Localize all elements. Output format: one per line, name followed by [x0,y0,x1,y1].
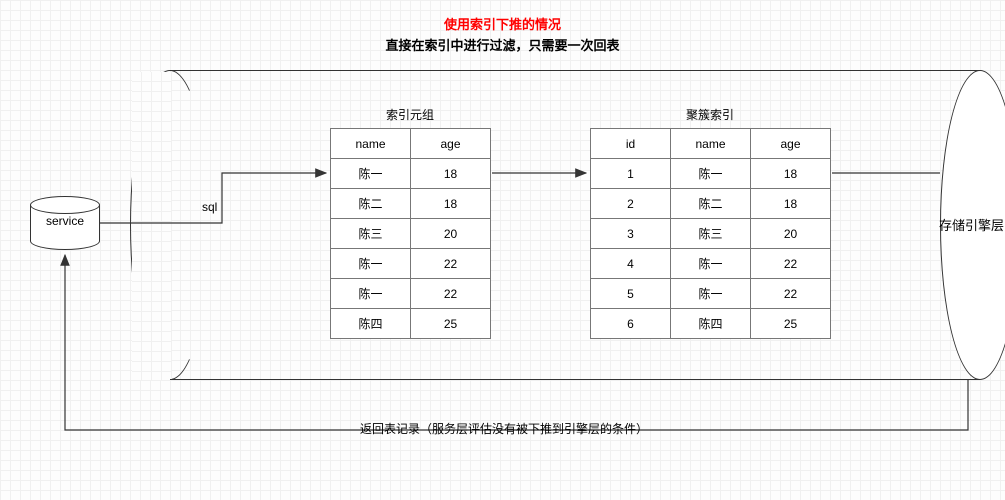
table-cell: 陈四 [671,309,751,339]
table-cell: 22 [411,249,491,279]
table-cell: 18 [411,189,491,219]
table-cell: 18 [751,159,831,189]
title-main: 使用索引下推的情况 [0,14,1005,33]
table-cell: 18 [411,159,491,189]
table-row: 陈一18 [331,159,491,189]
table-row: 4陈一22 [591,249,831,279]
service-label: service [30,214,100,228]
storage-label: 存储引擎层 [939,215,1004,234]
table-cell: 25 [411,309,491,339]
table-cell: 陈二 [331,189,411,219]
service-top-ellipse [30,196,100,214]
title-sub: 直接在索引中进行过滤，只需要一次回表 [0,35,1005,54]
table-cell: 陈二 [671,189,751,219]
index-table: nameage陈一18陈二18陈三20陈一22陈一22陈四25 [330,128,491,339]
table-cell: 20 [751,219,831,249]
service-node: service [30,196,100,250]
table-header-cell: name [671,129,751,159]
arrow-return-label: 返回表记录（服务层评估没有被下推到引擎层的条件） [360,420,648,437]
table-cell: 陈一 [331,159,411,189]
table-row: 陈二18 [331,189,491,219]
table-cell: 1 [591,159,671,189]
table-cell: 2 [591,189,671,219]
cluster-table-caption: 聚簇索引 [590,106,830,123]
table-header-cell: name [331,129,411,159]
table-cell: 陈一 [671,279,751,309]
table-row: 2陈二18 [591,189,831,219]
cluster-table: idnameage1陈一182陈二183陈三204陈一225陈一226陈四25 [590,128,831,339]
storage-cylinder: 存储引擎层 [170,70,980,380]
table-cell: 陈四 [331,309,411,339]
table-row: 陈一22 [331,249,491,279]
storage-top-line [170,70,980,71]
table-cell: 4 [591,249,671,279]
index-table-caption: 索引元组 [330,106,490,123]
table-row: 5陈一22 [591,279,831,309]
table-cell: 22 [411,279,491,309]
table-row: 1陈一18 [591,159,831,189]
table-cell: 陈一 [331,249,411,279]
table-cell: 22 [751,279,831,309]
table-cell: 25 [751,309,831,339]
table-cell: 陈三 [671,219,751,249]
table-cell: 22 [751,249,831,279]
table-header-cell: id [591,129,671,159]
table-row: 陈一22 [331,279,491,309]
table-cell: 6 [591,309,671,339]
table-cell: 陈一 [331,279,411,309]
storage-left-cap [130,70,210,380]
table-cell: 陈一 [671,249,751,279]
table-cell: 20 [411,219,491,249]
table-cell: 18 [751,189,831,219]
table-header-cell: age [751,129,831,159]
table-row: 6陈四25 [591,309,831,339]
table-cell: 3 [591,219,671,249]
table-cell: 陈一 [671,159,751,189]
title-block: 使用索引下推的情况 直接在索引中进行过滤，只需要一次回表 [0,14,1005,54]
table-cell: 5 [591,279,671,309]
table-row: 陈三20 [331,219,491,249]
table-header-cell: age [411,129,491,159]
table-cell: 陈三 [331,219,411,249]
table-row: 陈四25 [331,309,491,339]
arrow-sql-label: sql [202,200,217,214]
storage-bot-line [170,379,980,380]
table-row: 3陈三20 [591,219,831,249]
